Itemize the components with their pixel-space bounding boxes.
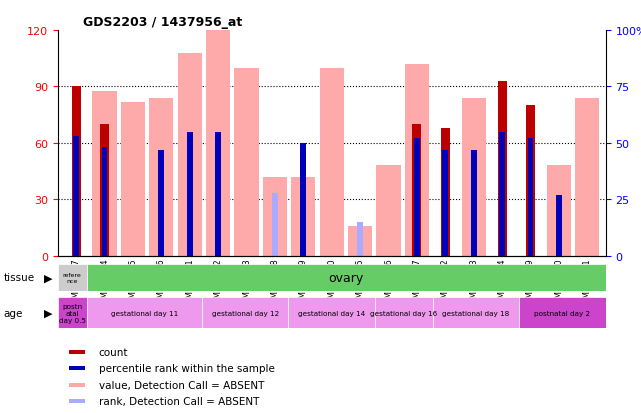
Bar — [178, 53, 202, 256]
Bar — [202, 297, 288, 328]
Bar — [471, 150, 476, 256]
Bar — [575, 98, 599, 256]
Bar — [58, 297, 87, 328]
Text: rank, Detection Call = ABSENT: rank, Detection Call = ABSENT — [99, 396, 259, 406]
Bar — [87, 297, 202, 328]
Text: age: age — [3, 308, 22, 318]
Bar — [149, 98, 174, 256]
Bar — [158, 150, 164, 256]
Bar — [375, 297, 433, 328]
Bar — [235, 69, 258, 256]
Bar — [92, 92, 117, 256]
Bar — [69, 350, 85, 354]
Text: ▶: ▶ — [44, 308, 52, 318]
Bar — [121, 103, 145, 256]
Bar — [528, 195, 533, 256]
Bar — [499, 132, 505, 256]
Bar — [526, 106, 535, 256]
Text: value, Detection Call = ABSENT: value, Detection Call = ABSENT — [99, 380, 264, 390]
Bar — [69, 366, 85, 370]
Text: ▶: ▶ — [44, 273, 52, 282]
Bar — [519, 297, 606, 328]
Bar — [73, 137, 79, 256]
Bar — [72, 87, 81, 256]
Text: refere
nce: refere nce — [63, 272, 81, 283]
Bar — [187, 132, 192, 256]
Bar — [300, 193, 306, 256]
Bar — [497, 82, 506, 256]
Bar — [433, 297, 519, 328]
Bar — [441, 128, 450, 256]
Bar — [357, 222, 363, 256]
Text: percentile rank within the sample: percentile rank within the sample — [99, 363, 274, 373]
Bar — [272, 193, 278, 256]
Bar — [102, 148, 108, 256]
Bar — [288, 297, 375, 328]
Bar — [69, 383, 85, 387]
Bar — [291, 177, 315, 256]
Bar — [547, 166, 571, 256]
Bar — [69, 399, 85, 403]
Text: tissue: tissue — [3, 273, 35, 282]
Bar — [376, 166, 401, 256]
Text: postnatal day 2: postnatal day 2 — [535, 310, 590, 316]
Bar — [462, 98, 486, 256]
Text: gestational day 16: gestational day 16 — [370, 310, 437, 316]
Text: count: count — [99, 347, 128, 357]
Text: gestational day 18: gestational day 18 — [442, 310, 510, 316]
Text: ovary: ovary — [329, 271, 363, 284]
Bar — [320, 69, 344, 256]
Text: GDS2203 / 1437956_at: GDS2203 / 1437956_at — [83, 16, 242, 28]
Bar — [348, 227, 372, 256]
Text: gestational day 11: gestational day 11 — [111, 310, 178, 316]
Bar — [412, 125, 421, 256]
Bar — [301, 143, 306, 256]
Bar — [528, 139, 533, 256]
Text: gestational day 12: gestational day 12 — [212, 310, 279, 316]
Bar — [556, 195, 562, 256]
Bar — [263, 177, 287, 256]
Bar — [58, 264, 87, 291]
Bar — [405, 65, 429, 256]
Text: gestational day 14: gestational day 14 — [298, 310, 365, 316]
Bar — [215, 132, 221, 256]
Bar — [100, 125, 109, 256]
Bar — [442, 150, 448, 256]
Text: postn
atal
day 0.5: postn atal day 0.5 — [58, 303, 86, 323]
Bar — [414, 139, 420, 256]
Bar — [206, 31, 230, 256]
